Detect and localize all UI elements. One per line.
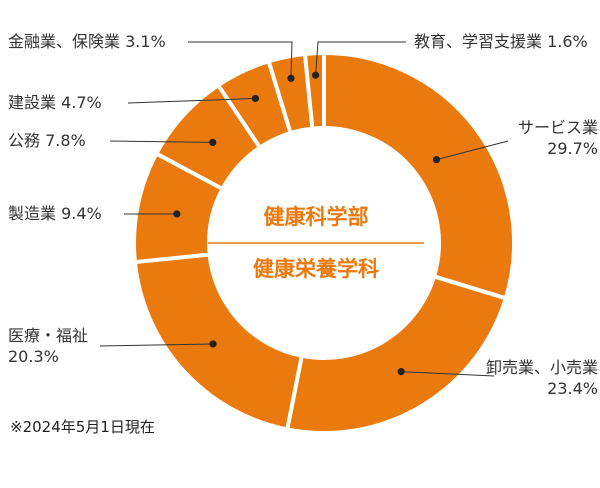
leader-dot-3 [209, 340, 216, 347]
slice-value-7: 3.1% [125, 32, 166, 51]
slice-value-4: 9.4% [61, 204, 102, 223]
slice-name-2: 卸売業、小売業 [486, 358, 598, 377]
slice-value-6: 4.7% [61, 93, 102, 112]
slice-label-5: 公務 7.8% [8, 131, 86, 150]
slice-name-6: 建設業 [8, 93, 61, 112]
leader-dot-8 [312, 72, 319, 79]
slice-name-1: サービス業 [518, 118, 598, 137]
slice-name-8: 教育、学習支援業 [414, 32, 547, 51]
slice-name-3: 医療・福祉 [8, 326, 88, 345]
slice-2 [287, 276, 506, 433]
slice-label-8: 教育、学習支援業 1.6% [414, 32, 588, 51]
leader-dot-7 [287, 75, 294, 82]
leader-dot-5 [209, 139, 216, 146]
slice-name-5: 公務 [8, 131, 45, 150]
slice-label-6: 建設業 4.7% [8, 93, 102, 112]
slice-value-3: 20.3% [8, 347, 59, 366]
footnote: ※2024年5月1日現在 [10, 416, 155, 437]
center-label: 健康科学部 健康栄養学科 [208, 205, 424, 281]
slice-value-8: 1.6% [547, 32, 588, 51]
leader-dot-1 [433, 156, 440, 163]
slice-name-7: 金融業、保険業 [8, 32, 125, 51]
leader-dot-6 [252, 95, 259, 102]
slice-label-7: 金融業、保険業 3.1% [8, 32, 166, 51]
slice-value-2: 23.4% [547, 379, 598, 398]
leader-dot-4 [173, 210, 180, 217]
slice-value-5: 7.8% [45, 131, 86, 150]
slice-label-4: 製造業 9.4% [8, 204, 102, 223]
leader-dot-2 [398, 368, 405, 375]
slice-name-4: 製造業 [8, 204, 61, 223]
slice-value-1: 29.7% [547, 139, 598, 158]
center-title-line1: 健康科学部 [264, 205, 369, 229]
center-title-line2: 健康栄養学科 [253, 257, 379, 281]
